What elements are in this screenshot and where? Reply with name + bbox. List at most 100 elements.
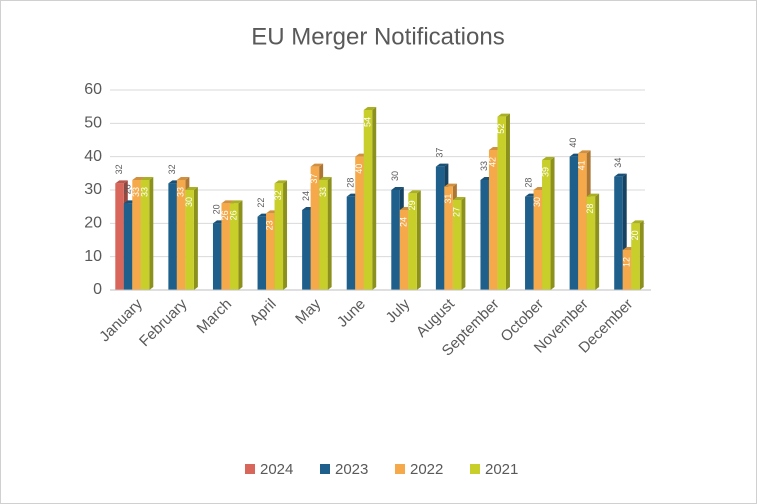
bar-side xyxy=(149,177,154,290)
bar-top xyxy=(310,163,324,167)
bar xyxy=(212,223,222,290)
value-label: 26 xyxy=(122,184,132,194)
bar xyxy=(257,216,267,290)
value-label: 12 xyxy=(621,257,631,267)
bar-side xyxy=(283,180,288,290)
bar-side xyxy=(416,190,421,290)
bar xyxy=(435,166,445,290)
bar xyxy=(355,156,364,290)
bar xyxy=(497,116,506,291)
y-tick-label: 10 xyxy=(84,248,102,265)
bar xyxy=(319,180,328,290)
bar-side xyxy=(461,197,466,290)
bar-top xyxy=(542,157,555,160)
value-label: 33 xyxy=(176,187,186,197)
bar xyxy=(578,153,587,290)
legend-swatch xyxy=(245,464,255,474)
value-label: 41 xyxy=(577,160,587,170)
bar xyxy=(399,210,409,290)
value-label: 33 xyxy=(131,187,141,197)
bar xyxy=(542,160,551,290)
value-label: 34 xyxy=(613,158,623,168)
bar-top xyxy=(363,107,377,110)
bar-top xyxy=(578,150,591,154)
bar-side xyxy=(505,113,510,291)
bar xyxy=(176,180,186,290)
bar xyxy=(525,196,534,290)
bar xyxy=(480,180,489,290)
bar xyxy=(569,156,579,290)
value-label: 32 xyxy=(114,164,124,174)
bar-side xyxy=(639,220,644,290)
value-label: 42 xyxy=(488,157,498,167)
value-label: 39 xyxy=(541,167,551,177)
value-label: 28 xyxy=(585,204,595,214)
bar-top xyxy=(391,187,404,190)
bar-side xyxy=(238,200,243,290)
value-label: 30 xyxy=(390,171,400,181)
value-label: 29 xyxy=(407,200,417,210)
bar xyxy=(363,110,373,290)
bar-side xyxy=(327,177,332,290)
bar xyxy=(346,196,356,290)
value-label: 32 xyxy=(273,190,283,200)
bar-top xyxy=(319,177,332,180)
value-label: 27 xyxy=(452,207,462,217)
bar-side xyxy=(372,107,377,290)
value-label: 20 xyxy=(630,230,640,240)
bar xyxy=(132,180,141,290)
bar-top xyxy=(497,113,510,117)
bar xyxy=(631,223,640,290)
value-label: 28 xyxy=(524,178,534,188)
bar-top xyxy=(132,177,145,180)
bar-side xyxy=(595,193,600,290)
bar xyxy=(586,196,596,290)
bar-top xyxy=(221,200,234,204)
y-tick-label: 60 xyxy=(84,81,102,98)
bar xyxy=(622,250,632,290)
legend-label: 2022 xyxy=(410,461,443,478)
value-label: 30 xyxy=(532,197,542,207)
value-label: 20 xyxy=(212,204,222,214)
bar-side xyxy=(193,187,198,290)
y-tick-label: 30 xyxy=(84,181,102,198)
legend-label: 2021 xyxy=(485,461,518,478)
value-label: 37 xyxy=(309,174,319,184)
bar-top xyxy=(185,187,198,190)
bar-top xyxy=(274,180,288,184)
bar xyxy=(452,200,462,290)
bar xyxy=(168,183,177,290)
bar-top xyxy=(631,220,644,224)
legend-swatch xyxy=(470,464,480,474)
y-tick-label: 40 xyxy=(84,148,102,165)
y-tick-label: 0 xyxy=(93,281,102,298)
bar-top xyxy=(444,183,457,187)
value-label: 24 xyxy=(301,191,311,201)
bar xyxy=(185,190,194,290)
legend-swatch xyxy=(320,464,330,474)
bar xyxy=(310,166,320,290)
bar xyxy=(140,180,150,290)
y-tick-label: 50 xyxy=(84,115,102,132)
bar xyxy=(488,150,498,290)
bar xyxy=(274,183,284,290)
value-label: 30 xyxy=(184,197,194,207)
value-label: 26 xyxy=(229,210,239,220)
value-label: 33 xyxy=(479,161,489,171)
bar xyxy=(408,193,417,290)
value-label: 32 xyxy=(167,164,177,174)
y-tick-label: 20 xyxy=(84,215,102,232)
value-label: 24 xyxy=(398,217,408,227)
bar xyxy=(391,190,400,290)
bar xyxy=(302,210,311,290)
value-label: 52 xyxy=(496,124,506,134)
bar-top xyxy=(614,173,627,177)
value-label: 40 xyxy=(568,138,578,148)
legend-swatch xyxy=(395,464,405,474)
bar-top xyxy=(408,190,421,194)
bar-top xyxy=(586,193,600,197)
value-label: 33 xyxy=(318,187,328,197)
bar xyxy=(614,176,623,290)
value-label: 23 xyxy=(265,220,275,230)
